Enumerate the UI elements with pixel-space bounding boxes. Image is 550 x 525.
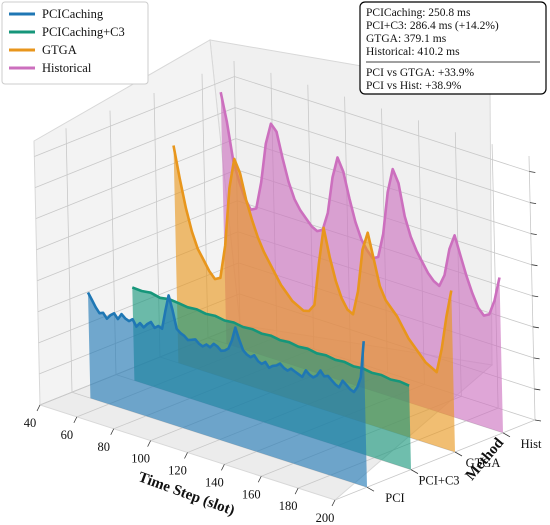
z-tick-mark [532,295,539,298]
series-line-pcicaching [86,291,365,394]
y-tick-label: Hist [521,437,542,451]
legend-label-pcicaching: PCICaching [42,7,104,21]
x-tick-mark [110,428,115,435]
stats-line: PCI+C3: 286.4 ms (+14.2%) [366,20,499,32]
x-tick-mark [73,416,78,424]
legend-label-historical: Historical [42,61,92,75]
x-tick-mark [184,452,188,459]
x-tick-mark [36,404,41,412]
series-line-historical [219,91,501,317]
y-tick-label: PCI+C3 [418,474,459,488]
stats-line: PCI vs GTGA: +33.9% [366,67,474,79]
x-tick-label: 100 [131,452,150,466]
x-tick-label: 120 [168,464,187,478]
y-tick-mark [502,432,511,438]
x-tick-label: 160 [242,487,261,501]
y-tick-mark [366,486,375,492]
legend-label-gtga: GTGA [42,43,77,57]
z-tick-mark [532,326,539,329]
z-tick-mark [534,419,542,422]
x-tick-mark [294,487,299,495]
x-tick-label: 140 [205,475,224,489]
y-grid-line [65,128,368,488]
stats-line: PCICaching: 250.8 ms [366,7,471,19]
legend-label-pcicaching-c3: PCICaching+C3 [42,25,125,39]
stats-line: PCI vs Hist: +38.9% [366,80,462,92]
x-tick-mark [257,476,262,483]
x-tick-mark [221,464,225,471]
x-tick-label: 60 [61,428,74,442]
stats-line: GTGA: 379.1 ms [366,33,447,45]
z-tick-mark [529,171,536,173]
z-tick-mark [531,264,538,267]
z-tick-mark [533,357,540,360]
axes: 4060801001201401601802000100200300400500… [24,171,542,525]
y-tick-label: PCI [385,491,404,505]
z-tick-mark [530,233,537,236]
x-tick-label: 80 [98,440,111,454]
z-tick-mark [529,202,537,204]
stats-box-frame [359,1,547,95]
z-tick-mark [534,388,541,391]
x-tick-mark [331,499,336,507]
x-tick-label: 180 [279,499,298,513]
y-tick-mark [454,451,463,457]
legend: PCICaching PCICaching+C3 GTGA Historical [1,1,149,85]
x-tick-mark [147,440,151,447]
stats-line: Historical: 410.2 ms [366,46,460,58]
legend-box [1,1,149,85]
series-line-gtga [172,145,453,374]
series-areas [86,91,503,488]
y-tick-label: GTGA [466,456,501,470]
x-tick-label: 200 [316,511,335,525]
y-tick-mark [410,469,419,474]
x-tick-label: 40 [24,416,37,430]
stats-box: PCICaching: 250.8 ms PCI+C3: 286.4 ms (+… [359,1,547,95]
area-fill-pcicaching [88,292,367,488]
